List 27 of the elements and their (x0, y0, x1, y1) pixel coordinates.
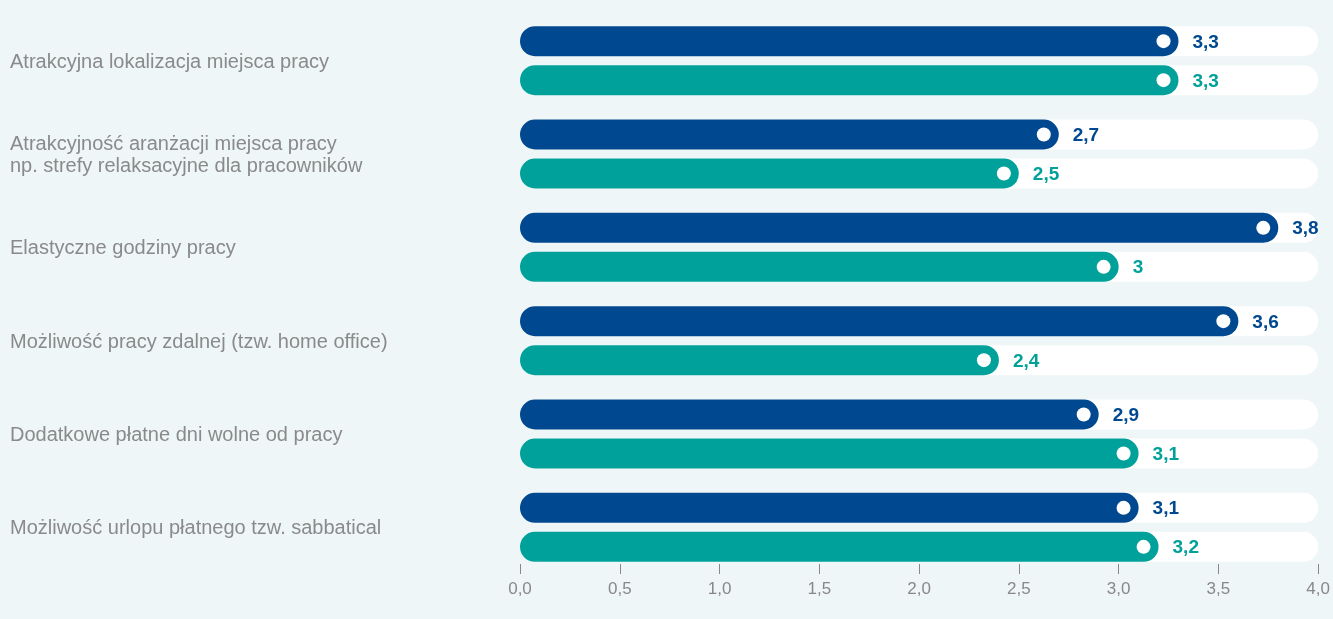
x-tick-label: 3,5 (1206, 579, 1231, 598)
y-tick-label: Możliwość pracy zdalnej (tzw. home office) (10, 329, 388, 352)
data-label: 3,3 (1192, 69, 1219, 91)
y-tick-label: Elastyczne godziny pracy (10, 236, 236, 259)
data-label: 2,5 (1032, 163, 1060, 184)
x-tick-label: 4,0 (1306, 579, 1330, 598)
y-tick-label: Możliwość urlopu płatnego tzw. sabbatical (10, 516, 382, 539)
data-label: 3,1 (1152, 443, 1180, 464)
y-tick-label: Atrakcyjna lokalizacja miejsca pracy (10, 49, 330, 72)
data-label: 2,4 (1012, 349, 1040, 371)
data-label: 3,8 (1292, 217, 1319, 239)
data-label: 3 (1132, 256, 1144, 278)
x-tick-label: 2,0 (907, 579, 931, 598)
data-label: 2,7 (1072, 124, 1100, 145)
data-label: 3,3 (1192, 30, 1219, 52)
x-tick-label: 1,5 (807, 579, 832, 598)
data-label: 3,6 (1252, 310, 1279, 332)
data-label: 3,1 (1152, 497, 1180, 519)
data-label: 3,2 (1172, 536, 1199, 558)
x-tick-label: 3,0 (1106, 579, 1131, 598)
y-tick-label: Atrakcyjność aranżacji miejsca pracy np. strefy relaksacyjne dla pracowników (10, 132, 363, 176)
x-tick-label: 0,5 (607, 579, 632, 598)
x-tick-label: 2,5 (1007, 579, 1031, 598)
data-label: 2,9 (1112, 404, 1140, 425)
x-tick-label: 1,0 (707, 579, 732, 598)
y-tick-label: Dodatkowe płatne dni wolne od pracy (10, 423, 343, 445)
x-tick-label: 0,0 (508, 579, 532, 598)
